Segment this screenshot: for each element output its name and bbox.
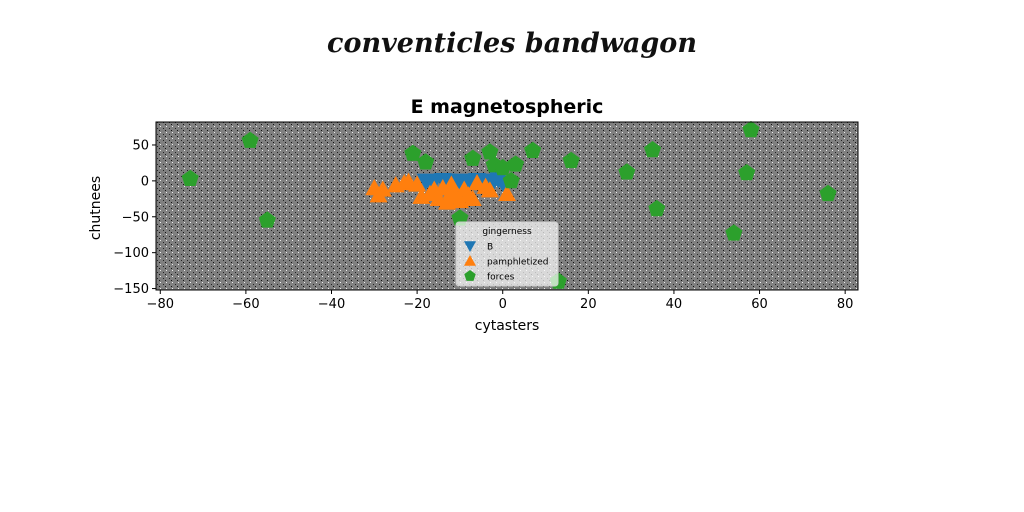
y-tick-label: 0 [141,174,149,189]
x-axis-label: cytasters [475,318,540,334]
data-point [450,191,469,209]
legend-label: forces [487,273,515,283]
data-point [481,143,499,160]
data-point [420,175,439,193]
data-point [181,169,199,186]
data-point [258,211,276,228]
data-point [498,184,516,201]
data-point [442,175,461,192]
axis-ticks: −80 −60 −40 −20 0 20 40 60 80 50 0 −50 −100 −150 [113,138,853,312]
x-tick-label: −20 [403,297,430,312]
data-point [489,172,508,189]
plot-frame [155,121,859,291]
x-tick-label: 0 [499,297,507,312]
data-point [738,164,756,181]
x-tick-label: −40 [318,297,345,312]
data-point [502,171,520,189]
data-point [562,151,580,169]
x-tick-label: 20 [580,297,597,312]
chart-title: E magnetospheric [411,96,604,118]
x-tick-label: −80 [147,297,174,312]
y-tick-label: 50 [132,138,149,153]
legend-label: pamphletized [487,258,548,268]
series-pamphletized [365,172,516,210]
data-point [819,184,837,202]
x-tick-label: 60 [751,297,768,312]
data-point [408,175,427,192]
data-point [386,176,405,193]
data-marks [181,120,837,289]
legend-marker-B [464,241,476,252]
x-tick-label: 40 [666,297,683,312]
y-tick-label: −50 [122,210,149,225]
data-point [494,158,512,176]
data-point [425,180,444,197]
x-tick-label: −60 [232,297,259,312]
data-point [507,155,525,172]
legend-label: B [487,243,493,253]
legend-title: gingerness [482,227,532,237]
data-point [644,141,662,158]
data-point [369,186,388,203]
y-tick-label: −150 [113,282,149,297]
y-axis-label: chutnees [88,176,104,240]
data-point [524,141,542,158]
data-point [742,120,760,138]
data-point [241,131,259,148]
legend-marker-pamphletized [464,255,476,266]
y-tick-label: −100 [113,246,149,261]
figure-suptitle: conventicles bandwagon [327,28,697,59]
legend-box [455,221,559,287]
data-point [417,153,435,170]
data-point [648,199,666,217]
data-point [725,224,743,241]
data-point [463,189,482,207]
legend-marker-forces [464,270,476,281]
data-point [464,149,482,166]
data-point [618,163,636,180]
x-tick-label: 80 [837,297,854,312]
data-point [404,144,422,161]
data-point [438,193,457,210]
data-point [451,209,469,226]
data-point [480,181,499,198]
